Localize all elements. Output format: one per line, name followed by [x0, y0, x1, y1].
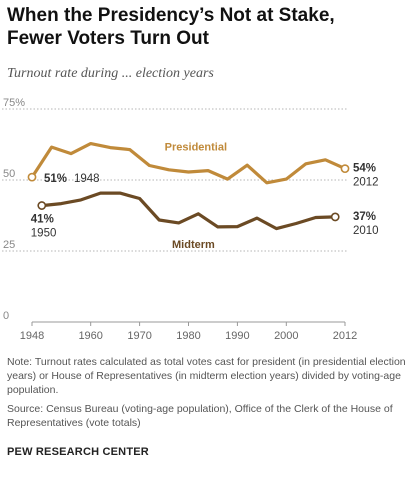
endpoint-marker-presidential-1948 [27, 172, 37, 182]
series-line-midterm [40, 191, 337, 231]
label-pres-end-value: 54% [353, 163, 376, 175]
x-tick-label-2000: 2000 [274, 330, 298, 342]
y-tick-label-0: 0 [3, 310, 9, 322]
y-tick-label-25: 25 [3, 239, 15, 251]
label-pres-start-value: 51% [44, 173, 67, 185]
y-tick-label-75: 75% [3, 97, 25, 109]
x-tick-label-1980: 1980 [176, 330, 200, 342]
label-mid-start-year: 1950 [31, 228, 57, 240]
label-pres-end-year: 2012 [353, 177, 379, 189]
endpoint-marker-presidential-2012 [340, 164, 350, 174]
y-tick-label-50: 50 [3, 168, 15, 180]
x-tick-label-2012: 2012 [333, 330, 357, 342]
label-mid-start-value: 41% [31, 214, 54, 226]
chart-note: Note: Turnout rates calculated as total … [7, 356, 406, 396]
chart-subtitle: Turnout rate during ... election years [7, 66, 214, 81]
label-pres-start-year: 1948 [74, 173, 100, 185]
label-mid-end-year: 2010 [353, 225, 379, 237]
x-tick-label-1948: 1948 [20, 330, 44, 342]
chart-title-line1: When the Presidency’s Not at Stake, [7, 5, 335, 26]
label-mid-end-value: 37% [353, 211, 376, 223]
x-tick-label-1990: 1990 [225, 330, 249, 342]
x-tick-label-1960: 1960 [78, 330, 102, 342]
x-tick-label-1970: 1970 [127, 330, 151, 342]
chart-title-line2: Fewer Voters Turn Out [7, 28, 209, 49]
chart-title: When the Presidency’s Not at Stake, Fewe… [7, 4, 407, 50]
series-line-presidential [30, 141, 347, 185]
pew-research-center-logo: PEW RESEARCH CENTER [7, 446, 149, 458]
chart-source: Source: Census Bureau (voting-age popula… [7, 403, 393, 429]
turnout-line-chart: 0 25 50 75% Presidential Midterm 51% 1948 54% 20… [2, 97, 379, 342]
endpoint-marker-midterm-2010 [330, 212, 340, 222]
endpoint-marker-midterm-1950 [37, 201, 47, 210]
series-label-midterm: Midterm [172, 239, 215, 251]
series-label-presidential: Presidential [165, 142, 227, 154]
